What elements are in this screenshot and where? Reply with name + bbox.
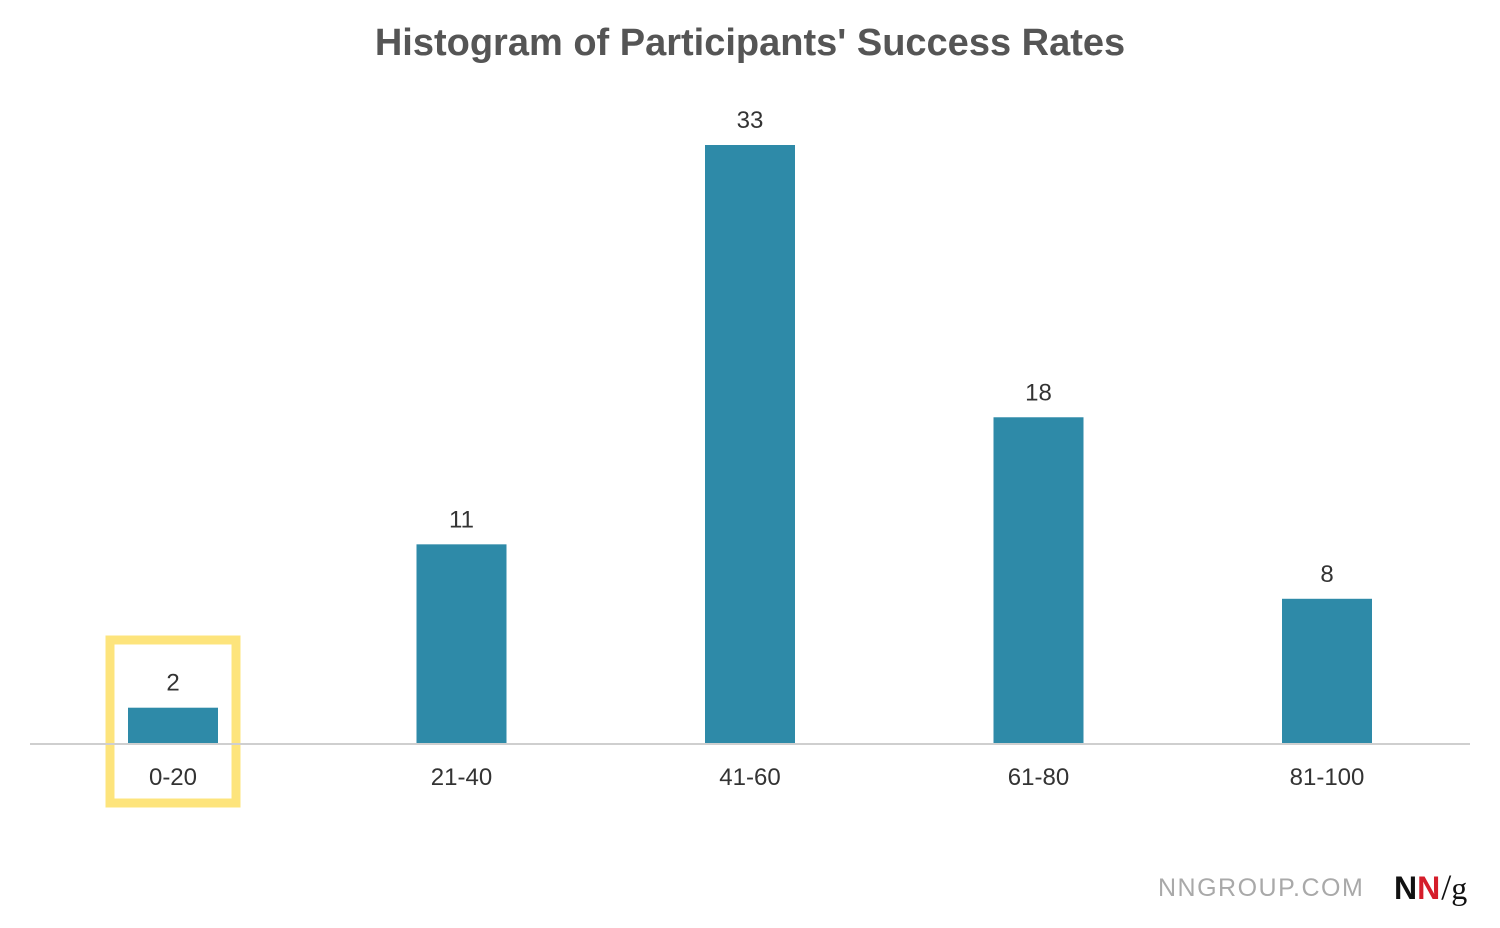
highlight-box: [105, 635, 241, 808]
data-label-81-100: 8: [1320, 561, 1333, 588]
logo-slash: /: [1441, 867, 1452, 907]
data-label-0-20: 2: [166, 670, 179, 697]
logo-letter-g: g: [1451, 870, 1468, 906]
chart-title: Histogram of Participants' Success Rates: [374, 22, 1126, 64]
bar-21-40: [416, 544, 507, 744]
nng-logo: NN/g: [1394, 866, 1468, 907]
x-tick-label-81-100: 81-100: [1290, 764, 1365, 791]
bar-0-20: [128, 707, 218, 744]
data-label-61-80: 18: [1025, 379, 1052, 406]
bar-41-60: [705, 145, 795, 744]
footer-site-label: NNGROUP.COM: [1158, 874, 1365, 902]
x-tick-label-61-80: 61-80: [1008, 764, 1069, 791]
x-tick-label-41-60: 41-60: [719, 764, 780, 791]
x-tick-label-0-20: 0-20: [149, 764, 197, 791]
data-label-21-40: 11: [449, 506, 474, 533]
logo-letter-n1: N: [1394, 870, 1418, 906]
x-tick-label-21-40: 21-40: [431, 764, 492, 791]
bar-61-80: [993, 417, 1084, 744]
logo-letter-n2: N: [1417, 870, 1441, 906]
bar-81-100: [1282, 598, 1372, 744]
data-label-41-60: 33: [737, 107, 764, 134]
